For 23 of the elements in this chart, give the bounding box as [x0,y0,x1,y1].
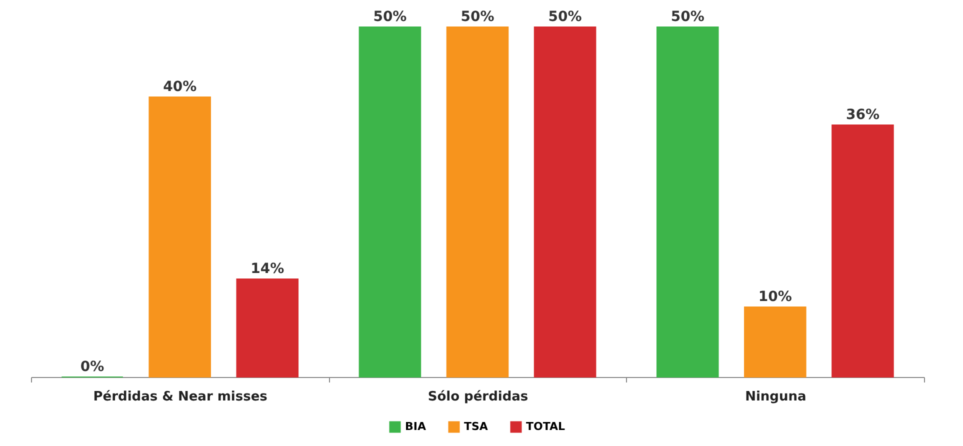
data-label: 36% [846,107,880,123]
data-label: 10% [758,289,792,305]
x-tick-label: Sólo pérdidas [428,390,528,404]
bar [358,26,422,378]
data-label: 50% [373,9,407,25]
data-label: 50% [670,9,704,25]
bar [236,278,299,378]
data-label: 50% [548,9,582,25]
data-label: 40% [163,79,197,95]
x-tick-label: Pérdidas & Near misses [93,390,268,404]
bar [832,124,894,378]
data-label: 50% [460,9,494,25]
bar [656,26,719,378]
x-tick-label: Ninguna [745,390,806,404]
bar [446,26,509,378]
data-label: 0% [80,359,104,375]
legend-label: TOTAL [526,420,566,433]
bar [148,96,211,378]
legend-label: TSA [464,420,488,433]
bar [744,306,806,378]
data-label: 14% [250,261,284,277]
bar [534,26,596,378]
legend-label: BIA [405,420,426,433]
